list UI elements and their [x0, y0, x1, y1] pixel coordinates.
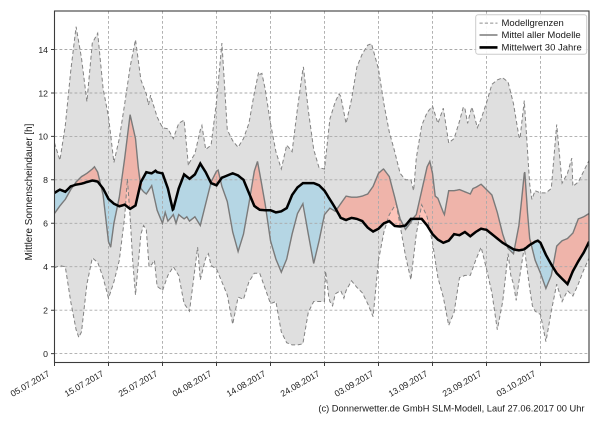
svg-text:12: 12: [38, 88, 48, 98]
svg-text:14: 14: [38, 45, 48, 55]
svg-text:8: 8: [43, 175, 48, 185]
svg-text:10: 10: [38, 132, 48, 142]
svg-text:(c) Donnerwetter.de GmbH SLM-M: (c) Donnerwetter.de GmbH SLM-Modell, Lau…: [318, 404, 584, 414]
svg-text:6: 6: [43, 219, 48, 229]
svg-text:4: 4: [43, 262, 48, 272]
svg-text:2: 2: [43, 306, 48, 316]
svg-text:0: 0: [43, 349, 48, 359]
svg-text:Mittel aller Modelle: Mittel aller Modelle: [502, 30, 581, 41]
svg-text:Modellgrenzen: Modellgrenzen: [502, 18, 564, 29]
svg-text:Mittlere Sonnenscheindauer [h]: Mittlere Sonnenscheindauer [h]: [24, 123, 35, 260]
svg-text:Mittelwert 30 Jahre: Mittelwert 30 Jahre: [502, 43, 582, 54]
